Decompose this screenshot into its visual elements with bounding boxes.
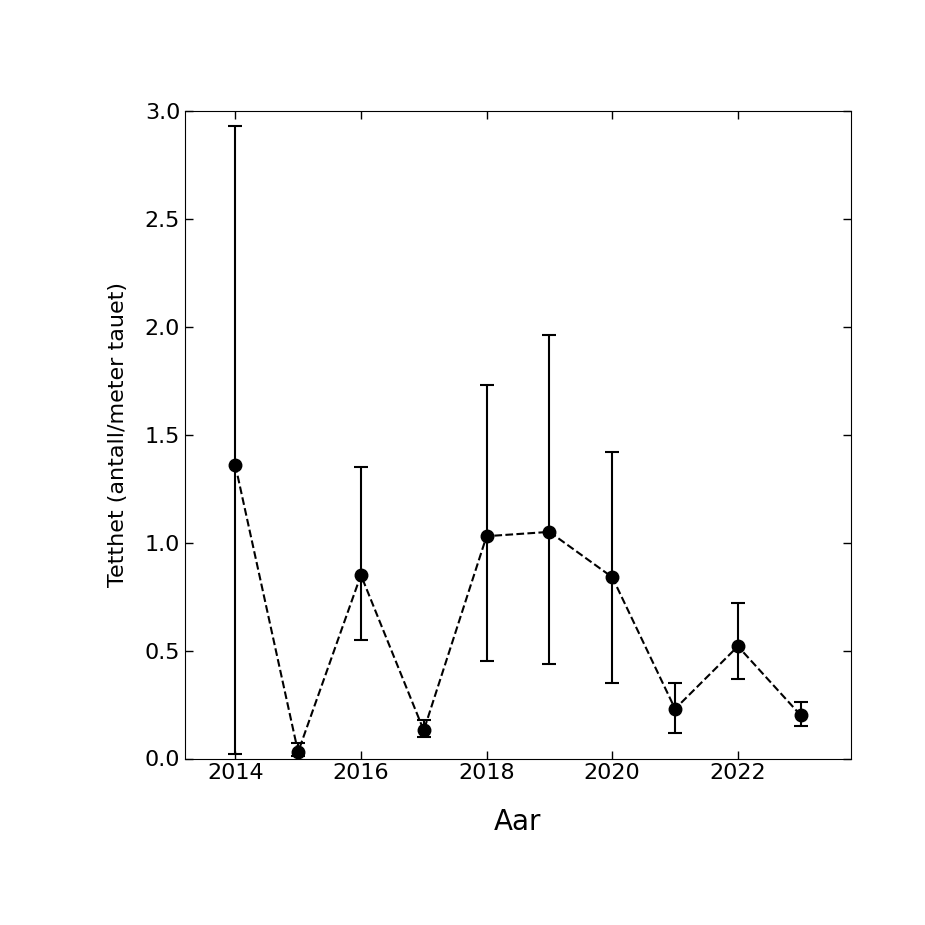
Y-axis label: Tetthet (antall/meter tauet): Tetthet (antall/meter tauet) [108,282,128,587]
X-axis label: Aar: Aar [494,808,542,836]
